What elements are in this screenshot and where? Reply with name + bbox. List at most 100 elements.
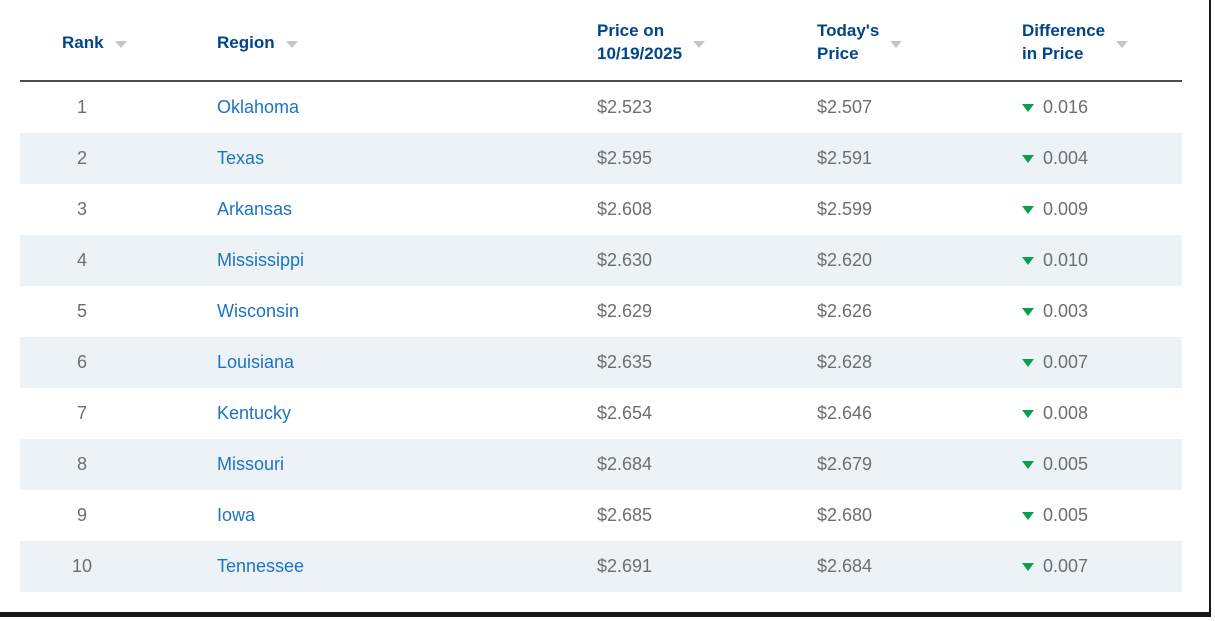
- today-price-cell: $2.646: [800, 388, 1005, 439]
- prev-price-value: $2.595: [597, 148, 653, 168]
- rank-cell: 2: [20, 133, 200, 184]
- prev-price-cell: $2.608: [580, 184, 800, 235]
- region-link[interactable]: Iowa: [217, 505, 256, 525]
- prev-price-cell: $2.691: [580, 541, 800, 592]
- diff-value: 0.005: [1043, 505, 1089, 525]
- rank-value: 5: [76, 301, 87, 321]
- today-price-value: $2.646: [817, 403, 873, 423]
- today-price-value: $2.628: [817, 352, 873, 372]
- fuel-price-table: Rank Region Price on 10/19/2025: [20, 0, 1182, 592]
- diff-cell: 0.010: [1005, 235, 1182, 286]
- price-down-icon: [1022, 257, 1034, 265]
- sort-down-icon: [285, 40, 298, 48]
- rank-cell: 7: [20, 388, 200, 439]
- column-header-label: Difference in Price: [1022, 21, 1106, 63]
- price-down-icon: [1022, 563, 1034, 571]
- today-price-value: $2.591: [817, 148, 873, 168]
- column-header-label: Rank: [62, 32, 104, 52]
- table-row: 6 Louisiana $2.635 $2.628 0.007: [20, 337, 1182, 388]
- table-row: 9 Iowa $2.685 $2.680 0.005: [20, 490, 1182, 541]
- diff-cell: 0.008: [1005, 388, 1182, 439]
- prev-price-cell: $2.685: [580, 490, 800, 541]
- prev-price-value: $2.685: [597, 505, 653, 525]
- column-header-region[interactable]: Region: [200, 0, 580, 82]
- prev-price-value: $2.608: [597, 199, 653, 219]
- today-price-cell: $2.599: [800, 184, 1005, 235]
- table-row: 10 Tennessee $2.691 $2.684 0.007: [20, 541, 1182, 592]
- diff-cell: 0.005: [1005, 439, 1182, 490]
- today-price-cell: $2.591: [800, 133, 1005, 184]
- rank-cell: 6: [20, 337, 200, 388]
- prev-price-cell: $2.629: [580, 286, 800, 337]
- column-header-price-prev[interactable]: Price on 10/19/2025: [580, 0, 800, 82]
- region-cell: Oklahoma: [200, 82, 580, 133]
- region-link[interactable]: Wisconsin: [217, 301, 300, 321]
- diff-value: 0.009: [1043, 199, 1089, 219]
- diff-value: 0.007: [1043, 556, 1089, 576]
- region-link[interactable]: Louisiana: [217, 352, 295, 372]
- rank-value: 2: [76, 148, 87, 168]
- rank-cell: 10: [20, 541, 200, 592]
- today-price-cell: $2.628: [800, 337, 1005, 388]
- diff-value: 0.007: [1043, 352, 1089, 372]
- diff-cell: 0.004: [1005, 133, 1182, 184]
- sort-down-icon: [114, 40, 127, 48]
- price-down-icon: [1022, 206, 1034, 214]
- prev-price-value: $2.523: [597, 97, 653, 117]
- column-header-rank[interactable]: Rank: [20, 0, 200, 82]
- region-link[interactable]: Kentucky: [217, 403, 292, 423]
- today-price-cell: $2.680: [800, 490, 1005, 541]
- today-price-value: $2.626: [817, 301, 873, 321]
- rank-cell: 5: [20, 286, 200, 337]
- prev-price-value: $2.654: [597, 403, 653, 423]
- diff-cell: 0.009: [1005, 184, 1182, 235]
- diff-value: 0.004: [1043, 148, 1089, 168]
- prev-price-value: $2.691: [597, 556, 653, 576]
- rank-value: 8: [76, 454, 87, 474]
- today-price-value: $2.507: [817, 97, 873, 117]
- region-cell: Louisiana: [200, 337, 580, 388]
- diff-value: 0.010: [1043, 250, 1089, 270]
- rank-value: 4: [76, 250, 87, 270]
- today-price-value: $2.684: [817, 556, 873, 576]
- column-header-price-today[interactable]: Today's Price: [800, 0, 1005, 82]
- rank-cell: 8: [20, 439, 200, 490]
- diff-cell: 0.003: [1005, 286, 1182, 337]
- prev-price-cell: $2.654: [580, 388, 800, 439]
- price-down-icon: [1022, 104, 1034, 112]
- rank-value: 9: [76, 505, 87, 525]
- prev-price-cell: $2.523: [580, 82, 800, 133]
- diff-cell: 0.016: [1005, 82, 1182, 133]
- diff-cell: 0.007: [1005, 541, 1182, 592]
- today-price-cell: $2.679: [800, 439, 1005, 490]
- today-price-cell: $2.684: [800, 541, 1005, 592]
- table-row: 7 Kentucky $2.654 $2.646 0.008: [20, 388, 1182, 439]
- region-link[interactable]: Mississippi: [217, 250, 305, 270]
- region-cell: Kentucky: [200, 388, 580, 439]
- diff-cell: 0.007: [1005, 337, 1182, 388]
- region-link[interactable]: Arkansas: [217, 199, 293, 219]
- today-price-value: $2.620: [817, 250, 873, 270]
- table-row: 2 Texas $2.595 $2.591 0.004: [20, 133, 1182, 184]
- table-row: 1 Oklahoma $2.523 $2.507 0.016: [20, 82, 1182, 133]
- rank-value: 3: [76, 199, 87, 219]
- diff-value: 0.003: [1043, 301, 1089, 321]
- column-header-diff[interactable]: Difference in Price: [1005, 0, 1182, 82]
- region-link[interactable]: Oklahoma: [217, 97, 300, 117]
- region-link[interactable]: Missouri: [217, 454, 285, 474]
- price-down-icon: [1022, 359, 1034, 367]
- region-link[interactable]: Texas: [217, 148, 265, 168]
- region-cell: Missouri: [200, 439, 580, 490]
- today-price-cell: $2.620: [800, 235, 1005, 286]
- rank-cell: 1: [20, 82, 200, 133]
- rank-value: 1: [76, 97, 87, 117]
- window-right-border: [1209, 0, 1211, 617]
- price-down-icon: [1022, 308, 1034, 316]
- region-link[interactable]: Tennessee: [217, 556, 305, 576]
- column-header-label: Region: [217, 32, 275, 52]
- price-down-icon: [1022, 461, 1034, 469]
- rank-value: 10: [71, 556, 93, 576]
- table-header-row: Rank Region Price on 10/19/2025: [20, 0, 1182, 82]
- rank-cell: 4: [20, 235, 200, 286]
